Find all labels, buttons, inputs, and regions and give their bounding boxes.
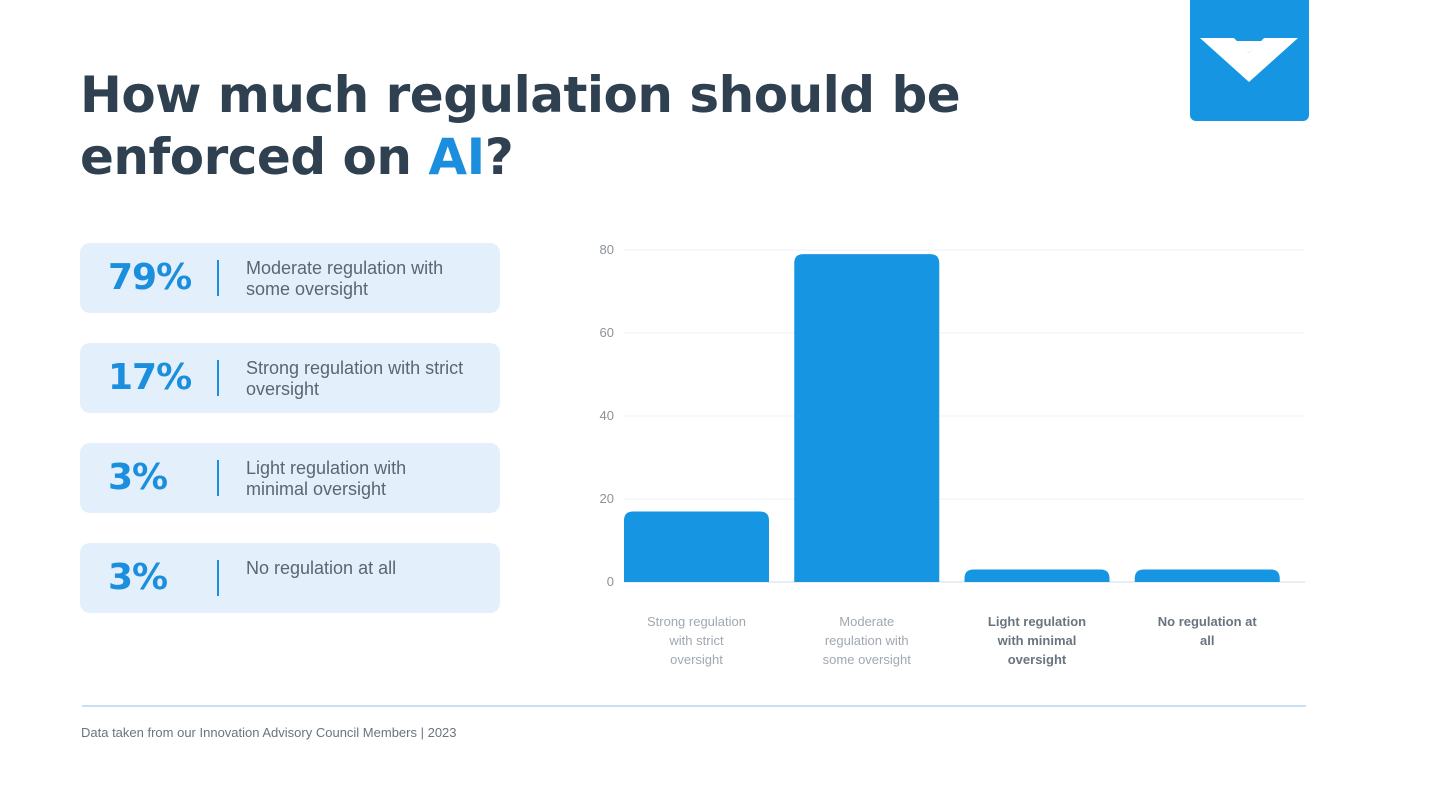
- bar: [794, 254, 940, 582]
- chevron-v-logo-icon: [1190, 0, 1309, 121]
- stat-percent: 3%: [108, 457, 168, 498]
- bar: [964, 569, 1110, 582]
- x-tick-label: Moderate regulation with some oversight: [823, 614, 912, 667]
- stat-divider: [217, 360, 219, 396]
- stat-card-light: 3% Light regulation with minimal oversig…: [80, 443, 500, 513]
- stat-card-none: 3% No regulation at all: [80, 543, 500, 613]
- title-end: ?: [484, 128, 514, 186]
- stat-divider: [217, 460, 219, 496]
- y-tick-label: 60: [600, 325, 614, 340]
- stat-percent: 17%: [108, 357, 192, 398]
- bar: [624, 511, 769, 582]
- page-title: How much regulation should be enforced o…: [80, 64, 980, 188]
- stat-card-moderate: 79% Moderate regulation with some oversi…: [80, 243, 500, 313]
- stat-percent: 79%: [108, 257, 192, 298]
- stat-description: Moderate regulation with some oversight: [246, 258, 444, 299]
- stat-description: Strong regulation with strict oversight: [246, 358, 464, 399]
- stat-divider: [217, 560, 219, 596]
- title-main: How much regulation should be enforced o…: [80, 66, 961, 186]
- x-tick-label: Strong regulation with strict oversight: [647, 614, 746, 667]
- y-tick-label: 80: [600, 242, 614, 257]
- y-tick-label: 0: [607, 574, 614, 589]
- stat-percent: 3%: [108, 557, 168, 598]
- x-tick-label: Light regulation with minimal oversight: [988, 614, 1086, 667]
- footer-divider: [82, 705, 1306, 707]
- y-tick-label: 40: [600, 408, 614, 423]
- y-tick-label: 20: [600, 491, 614, 506]
- footnote: Data taken from our Innovation Advisory …: [81, 725, 457, 740]
- x-tick-label: No regulation at all: [1158, 614, 1258, 648]
- stat-description: Light regulation with minimal oversight: [246, 458, 407, 499]
- stat-card-strong: 17% Strong regulation with strict oversi…: [80, 343, 500, 413]
- stat-description: No regulation at all: [246, 558, 397, 578]
- bar: [1134, 569, 1280, 582]
- title-accent: AI: [428, 128, 485, 186]
- bar-chart: 0 20 40 60 80 Strong regulation with strict ove…: [600, 242, 1305, 667]
- stat-divider: [217, 260, 219, 296]
